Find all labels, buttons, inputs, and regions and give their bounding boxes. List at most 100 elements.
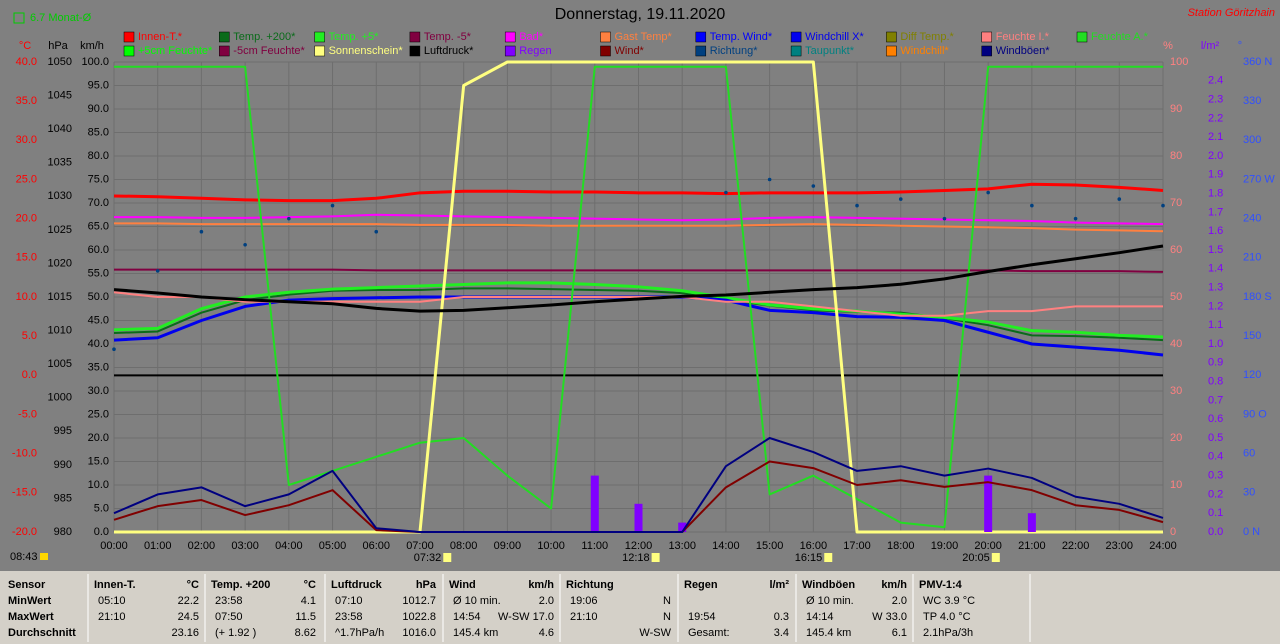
y-tick-label: 90	[1170, 103, 1182, 115]
legend-swatch	[600, 31, 611, 43]
legend-swatch	[600, 45, 611, 57]
row-label: MinWert	[8, 595, 52, 607]
direction-dot	[374, 229, 379, 234]
station-name: Station Göritzhain	[1188, 7, 1275, 19]
y-tick-label: 10	[1170, 479, 1182, 491]
cell-value: 23.16	[171, 627, 199, 639]
column-header: Wind	[449, 579, 476, 591]
event-icon	[651, 553, 660, 562]
cell-text: 21:10	[570, 611, 598, 623]
x-tick-label: 19:00	[931, 540, 959, 552]
y-tick-label: 15.0	[16, 252, 37, 264]
y-tick-label: 40	[1170, 338, 1182, 350]
legend-label: Windchill X*	[805, 31, 864, 43]
cell-text: 07:10	[335, 595, 363, 607]
y-tick-label: 180 S	[1243, 291, 1272, 303]
y-tick-label: 0.2	[1208, 488, 1223, 500]
legend-swatch	[314, 31, 325, 43]
legend-label: Diff Temp.*	[900, 31, 954, 43]
legend-swatch	[981, 31, 992, 43]
y-tick-label: 85.0	[88, 126, 109, 138]
axis-label: l/m²	[1201, 40, 1220, 52]
legend-swatch	[790, 31, 802, 43]
column-unit: l/m²	[769, 579, 789, 591]
y-tick-label: 1.0	[1208, 338, 1223, 350]
legend-label: Bad*	[519, 31, 544, 43]
row-label: MaxWert	[8, 611, 54, 623]
x-tick-label: 15:00	[756, 540, 784, 552]
legend-swatch	[219, 45, 230, 57]
y-tick-label: 1040	[48, 123, 72, 135]
x-tick-label: 07:00	[406, 540, 434, 552]
legend-label: Temp. +200*	[233, 31, 296, 43]
legend-label: Regen	[519, 45, 551, 57]
y-tick-label: 120	[1243, 369, 1261, 381]
y-tick-label: 45.0	[88, 314, 109, 326]
y-tick-label: 0.6	[1208, 413, 1223, 425]
x-tick-label: 11:00	[581, 540, 608, 552]
y-tick-label: 100	[1170, 56, 1188, 68]
x-tick-label: 05:00	[319, 540, 347, 552]
x-tick-label: 24:00	[1149, 540, 1177, 552]
y-tick-label: 95.0	[88, 79, 109, 91]
y-tick-label: 50	[1170, 291, 1182, 303]
legend-swatch	[695, 31, 707, 43]
cell-value: 4.1	[301, 595, 316, 607]
y-tick-label: 50.0	[88, 291, 109, 303]
series-line	[114, 222, 1164, 233]
y-tick-label: 20.0	[16, 213, 37, 225]
direction-dot	[112, 347, 116, 352]
legend-label: Temp. Wind*	[710, 31, 773, 43]
cell-value: 11.5	[295, 611, 316, 623]
cell-value: 24.5	[178, 611, 199, 623]
y-tick-label: 0.5	[1208, 432, 1223, 444]
series-line	[113, 182, 1164, 203]
month-average: 6.7 Monat-Ø	[30, 12, 92, 24]
legend-label: Windböen*	[996, 45, 1051, 57]
column-unit: km/h	[881, 579, 907, 591]
y-tick-label: 2.4	[1208, 75, 1223, 87]
y-tick-label: 300	[1243, 134, 1261, 146]
series-line	[113, 244, 1164, 313]
y-tick-label: 0.3	[1208, 470, 1223, 482]
y-tick-label: 25.0	[88, 408, 109, 420]
stats-panel	[0, 571, 1280, 644]
direction-dot	[855, 203, 859, 208]
series-line	[113, 437, 1164, 533]
cell-text: 14:14	[806, 611, 834, 623]
cell-value: 8.62	[295, 627, 316, 639]
y-tick-label: 80	[1170, 150, 1182, 162]
cell-text: (+ 1.92 )	[215, 627, 256, 639]
column-header: Innen-T.	[94, 579, 136, 591]
y-tick-label: 1.1	[1208, 319, 1223, 331]
y-tick-label: 0.0	[1208, 526, 1223, 538]
cell-value: 0.3	[774, 611, 789, 623]
y-tick-label: 1015	[48, 291, 72, 303]
legend-swatch	[504, 31, 516, 43]
x-tick-label: 12:00	[625, 540, 653, 552]
y-tick-label: 980	[54, 526, 72, 538]
y-tick-label: 10.0	[88, 479, 109, 491]
legend-swatch	[219, 31, 230, 43]
x-tick-label: 21:00	[1018, 540, 1046, 552]
y-tick-label: 985	[54, 492, 72, 504]
cell-value: 1022.8	[402, 611, 436, 623]
cell-text: 23:58	[215, 595, 243, 607]
y-tick-label: 65.0	[88, 220, 109, 232]
cell-text: 14:54	[453, 611, 481, 623]
cell-text: 145.4 km	[453, 627, 498, 639]
y-tick-label: -5.0	[18, 408, 37, 420]
column-header: PMV-1:4	[919, 579, 963, 591]
y-tick-label: 1.9	[1208, 169, 1223, 181]
cell-value: N	[663, 611, 671, 623]
direction-dot	[811, 184, 816, 188]
row-label: Sensor	[8, 579, 46, 591]
axis-label: %	[1163, 40, 1173, 52]
cell-text: 19:54	[688, 611, 716, 623]
x-tick-label: 01:00	[144, 540, 172, 552]
y-tick-label: 1010	[48, 324, 72, 336]
x-tick-label: 00:00	[100, 540, 128, 552]
legend-label: Wind*	[615, 45, 645, 57]
cell-value: 4.6	[539, 627, 554, 639]
